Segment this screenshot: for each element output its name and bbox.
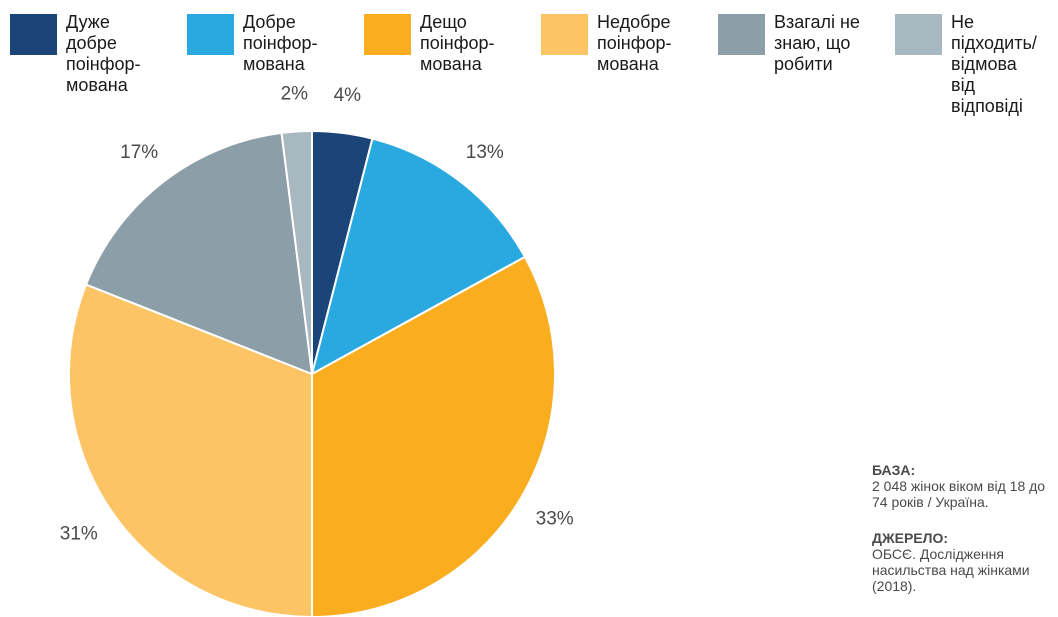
legend-swatch [10,14,57,55]
slice-label: 31% [60,524,98,545]
pie-slice [84,131,314,376]
legend-swatch [895,14,942,55]
legend-label: Дещо поінфор- мована [420,12,495,74]
pie-slice [68,283,313,617]
pie-slice [311,255,556,617]
slice-label: 13% [466,142,504,163]
source-note: ДЖЕРЕЛО: ОБСЄ. Дослідження насильства на… [872,530,1058,594]
legend-swatch [718,14,765,55]
slice-label: 17% [120,142,158,163]
base-text: 2 048 жінок віком від 18 до 74 років / У… [872,478,1046,510]
slice-label: 4% [334,85,362,106]
legend-label: Добре поінфор- мована [243,12,318,74]
pie-slice [280,129,313,375]
slice-label: 33% [536,509,574,530]
source-text: ОБСЄ. Дослідження насильства над жінками… [872,546,1030,594]
legend-label: Недобре поінфор- мована [597,12,672,74]
pie-slice [310,137,527,376]
legend-label: Не підходить/ відмова від відповіді [951,12,1037,116]
legend-label: Взагалі не знаю, що робити [774,12,860,74]
base-heading: БАЗА: [872,462,916,478]
legend-label: Дуже добре поінфор- мована [66,12,141,95]
legend-swatch [364,14,411,55]
legend-swatch [187,14,234,55]
source-heading: ДЖЕРЕЛО: [872,530,949,546]
base-note: БАЗА: 2 048 жінок віком від 18 до 74 рок… [872,462,1058,510]
chart-notes: БАЗА: 2 048 жінок віком від 18 до 74 рок… [872,462,1058,594]
legend-swatch [541,14,588,55]
slice-label: 2% [281,84,309,105]
